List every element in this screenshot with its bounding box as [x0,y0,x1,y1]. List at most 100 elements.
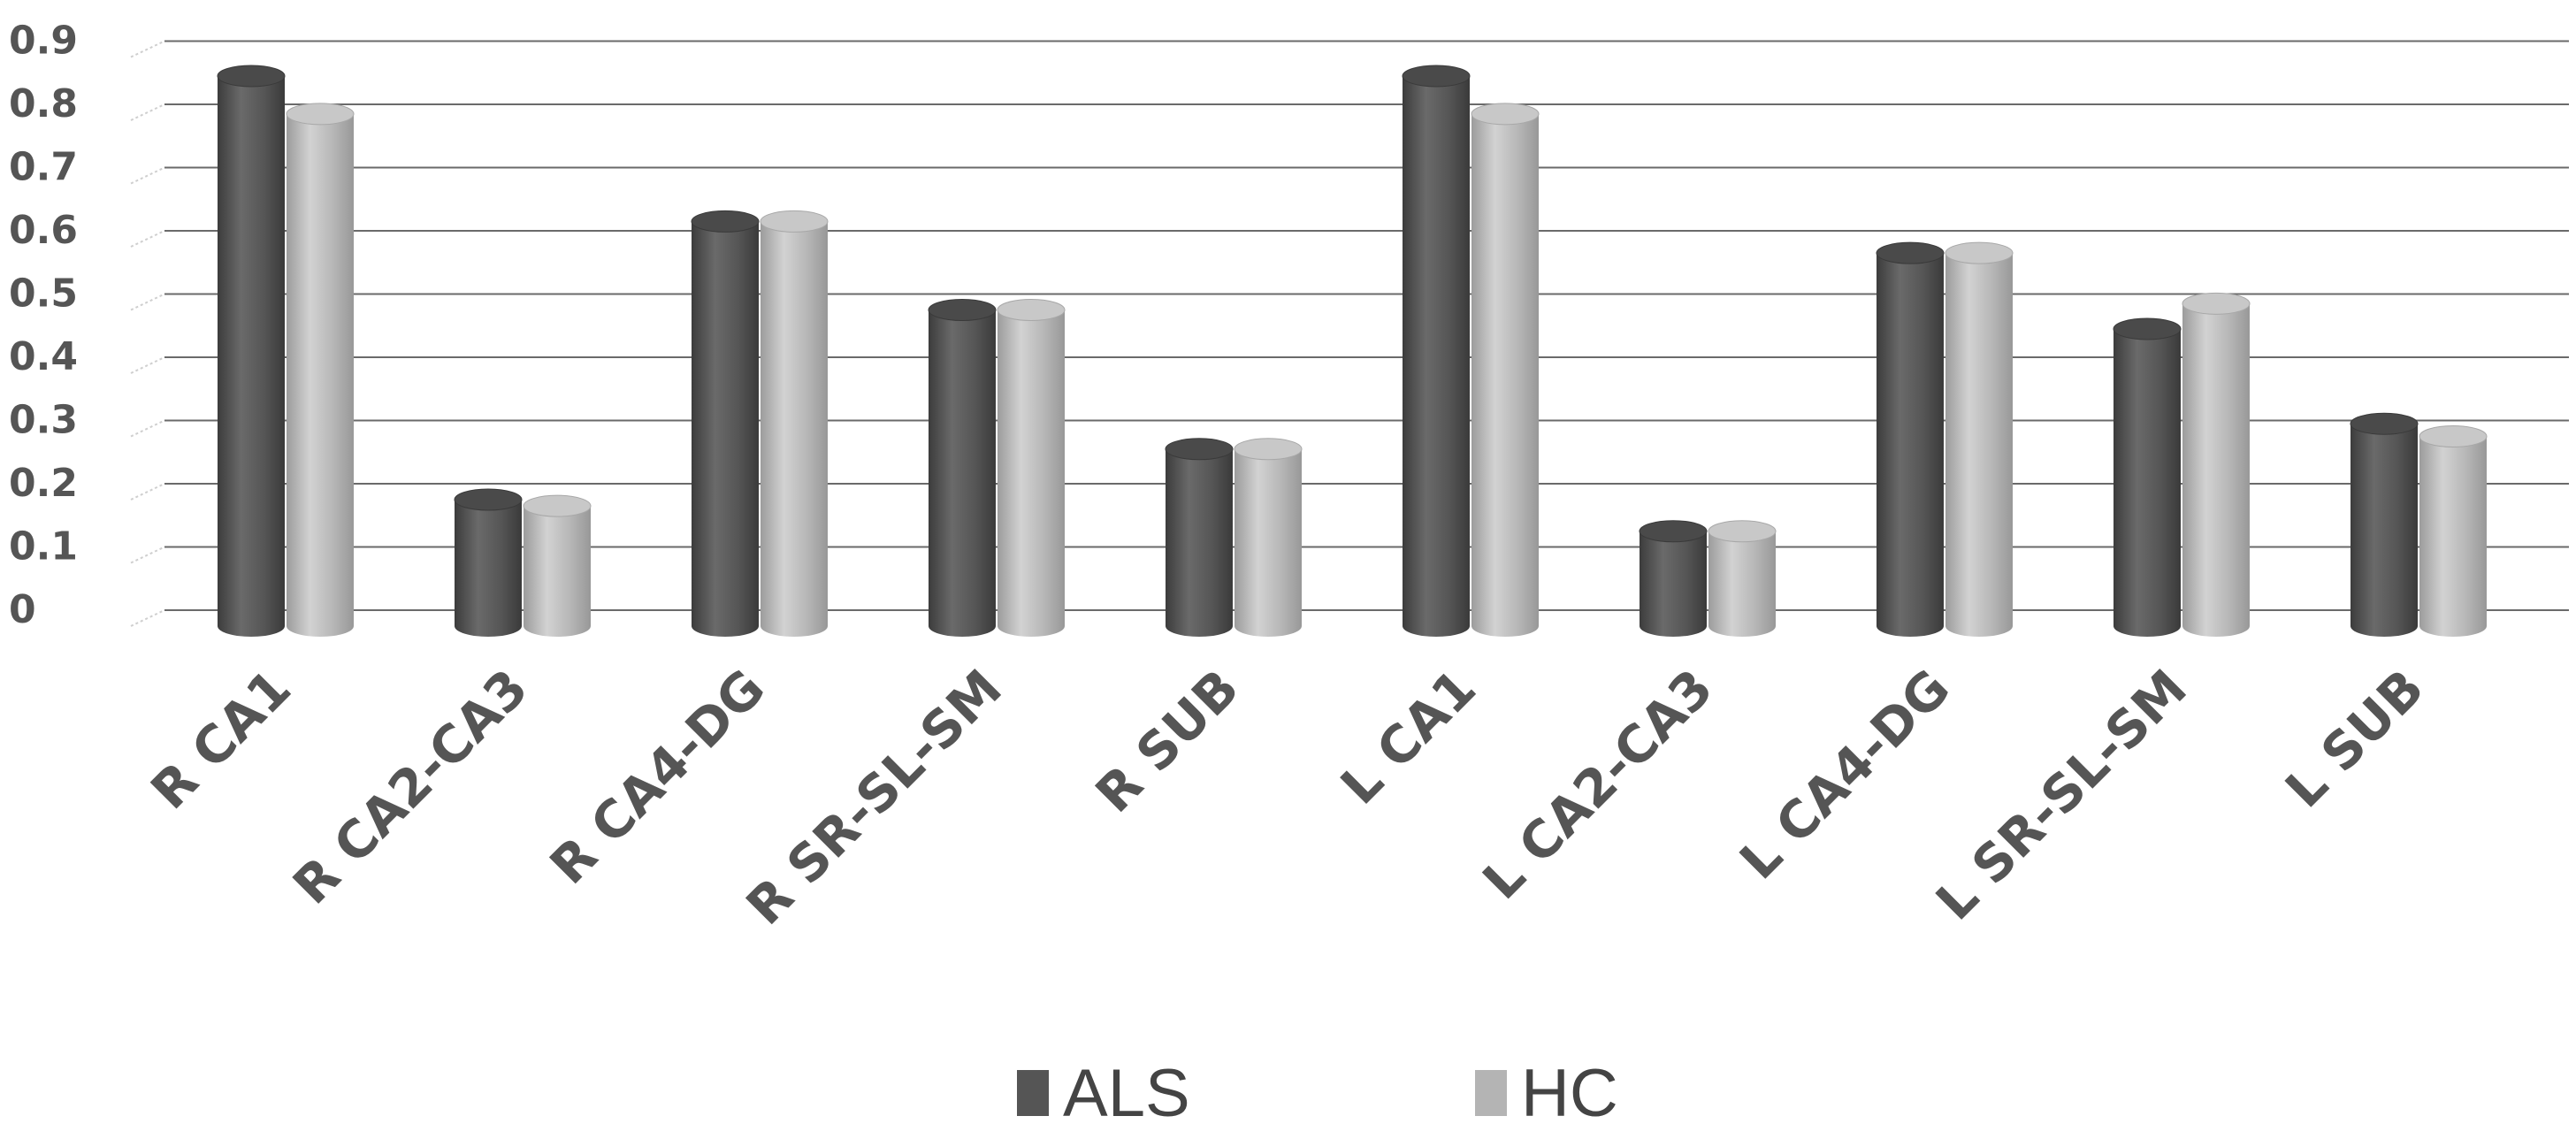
bar [2113,317,2182,637]
bar [760,210,829,637]
bar [1708,520,1777,637]
bar-base [218,615,285,637]
x-tick-label: R CA2-CA3 [281,658,539,916]
bar [2419,425,2488,637]
bar-base [1471,615,1539,637]
bar-body [2419,436,2487,626]
bar-top [286,103,355,126]
bar-body [1471,113,1539,627]
bar-body [1640,531,1707,626]
bar-base [2351,615,2418,637]
y-tick-label: 0.6 [9,208,78,253]
bar [217,65,286,637]
gridline-depth [130,40,165,58]
legend-label: ALS [1063,1056,1190,1131]
bar-base [1640,615,1707,637]
bar-top [691,210,760,233]
bar [691,210,760,637]
bar-body [1945,253,2013,626]
bar-base [2182,615,2250,637]
bar [454,488,523,637]
x-tick-label: L CA4-DG [1728,658,1961,891]
gridline-depth [130,166,165,185]
y-tick-label: 0.9 [9,19,78,64]
bar [1945,241,2014,637]
bar-top [1639,520,1708,543]
bar-base [1403,615,1470,637]
legend: ALS HC [1017,1056,1618,1131]
bar-top [1708,520,1777,543]
bar-top [1234,438,1303,461]
legend-swatch [1017,1070,1049,1116]
bar [286,103,355,637]
x-tick-label: R SUB [1084,658,1250,824]
bar-base [998,615,1065,637]
gridline-depth [130,103,165,121]
gridline-depth [130,356,165,374]
bar-body [1403,75,1470,626]
y-tick-label: 0 [9,587,36,632]
bar-top [2182,292,2251,315]
bar-base [2419,615,2487,637]
bar-base [524,615,591,637]
bar-top [1402,65,1471,88]
bar-body [455,500,522,626]
bar-body [929,310,996,626]
gridline-depth [130,546,165,564]
legend-item: ALS [1017,1056,1190,1131]
legend-item: HC [1475,1056,1618,1131]
bar-top [2350,412,2419,435]
bar-top [928,299,997,321]
bar-top [1165,438,1234,461]
bar [1639,520,1708,637]
bar-base [2114,615,2181,637]
gridline-depth [130,483,165,501]
bar-body [692,221,759,626]
x-tick-label: R CA4-DG [539,658,776,896]
y-tick-label: 0.2 [9,461,78,506]
x-tick-label: L CA1 [1329,658,1487,816]
y-tick-label: 0.5 [9,271,78,317]
bar-top [2419,425,2488,447]
y-tick-label: 0.1 [9,524,78,570]
bar-base [761,615,828,637]
gridline-depth [130,609,165,627]
bar-top [454,488,523,511]
bar [997,299,1066,637]
bar [2350,412,2419,637]
bar-base [1166,615,1233,637]
x-tick-label: R SR-SL-SM [735,658,1013,936]
y-tick-label: 0.8 [9,81,78,126]
y-tick-label: 0.7 [9,145,78,190]
bar-base [1708,615,1776,637]
bar-body [2351,424,2418,626]
bar-base [287,615,354,637]
bar [1234,438,1303,637]
bar-body [998,310,1065,626]
bar [523,494,592,637]
bar [2182,292,2251,637]
bar-top [217,65,286,88]
bar-top [2113,317,2182,340]
bar-base [1877,615,1944,637]
bar-top [1471,103,1540,126]
y-axis: 0 0.1 0.2 0.3 0.4 0.5 0.6 0.7 0.8 0.9 [9,19,78,633]
bar-base [692,615,759,637]
gridline-depth [130,293,165,311]
x-tick-label: L SR-SL-SM [1924,658,2198,932]
bar [928,299,997,637]
bar-body [2182,303,2250,626]
bar-body [218,75,285,626]
y-tick-label: 0.3 [9,398,78,443]
bar [1165,438,1234,637]
legend-label: HC [1521,1056,1618,1131]
y-tick-label: 0.4 [9,334,78,379]
bar-body [2114,328,2181,626]
bar-top [1876,241,1945,264]
legend-swatch [1475,1070,1507,1116]
bar-top [523,494,592,517]
bars [217,65,2488,637]
